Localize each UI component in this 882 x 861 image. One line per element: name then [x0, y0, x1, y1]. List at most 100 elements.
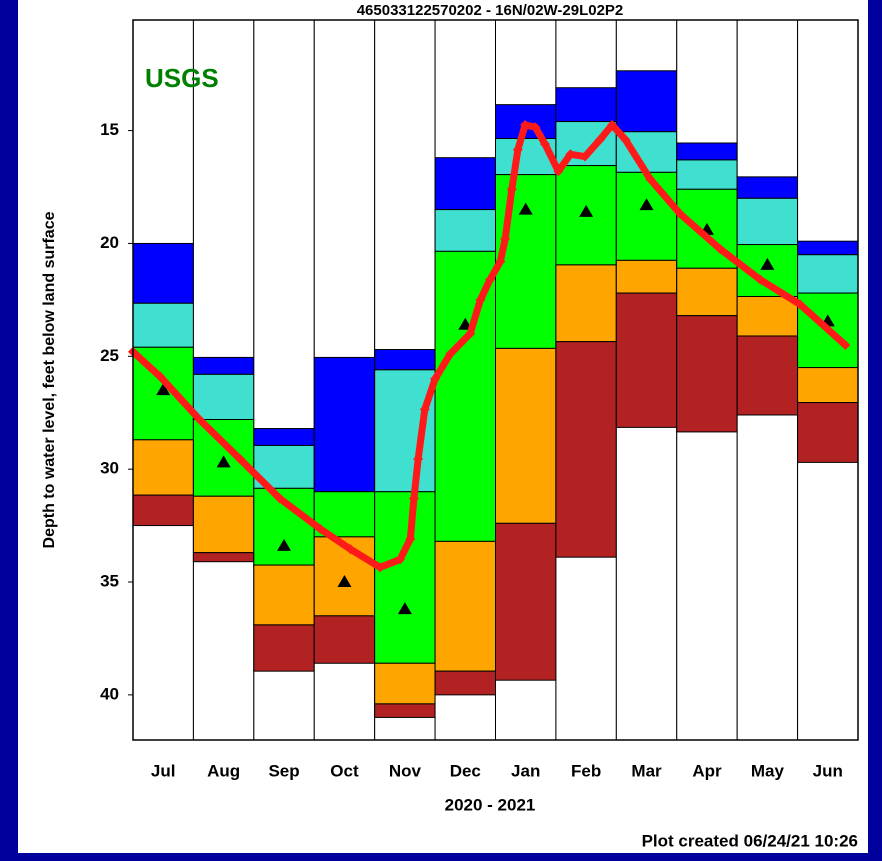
y-tick-label: 40 — [100, 684, 119, 703]
percentile-band — [374, 703, 436, 718]
percentile-band — [736, 176, 799, 199]
water-level-point — [345, 544, 356, 555]
percentile-band — [736, 197, 799, 246]
x-tick-label: Jun — [813, 761, 843, 780]
water-level-point — [579, 151, 590, 162]
percentile-band — [555, 341, 617, 558]
percentile-band — [374, 662, 436, 705]
percentile-band — [192, 552, 255, 563]
percentile-band — [615, 70, 678, 133]
water-level-point — [375, 562, 386, 573]
water-level-point — [530, 122, 541, 133]
median-marker — [579, 204, 594, 217]
x-tick-label: Jan — [511, 761, 540, 780]
percentile-band — [797, 254, 859, 294]
percentile-band — [313, 356, 376, 493]
median-marker — [277, 538, 292, 551]
percentile-band — [797, 402, 859, 463]
median-marker — [518, 202, 533, 215]
water-level-point — [495, 256, 506, 267]
water-level-point — [595, 134, 606, 145]
x-tick-label: Nov — [389, 761, 422, 780]
x-tick-label: Feb — [571, 761, 601, 780]
percentile-band — [434, 157, 497, 211]
water-level-point — [620, 134, 631, 145]
water-level-point — [485, 274, 496, 285]
water-level-point — [512, 144, 523, 155]
percentile-band — [253, 624, 315, 672]
water-level-point — [413, 453, 424, 464]
x-tick-label: Jul — [151, 761, 176, 780]
y-axis-label: Depth to water level, feet below land su… — [41, 211, 58, 548]
water-level-point — [274, 493, 285, 504]
percentile-band — [192, 495, 255, 554]
x-tick-label: Mar — [631, 761, 662, 780]
water-level-point — [607, 119, 618, 130]
median-marker — [639, 198, 654, 211]
percentile-band — [192, 356, 255, 375]
percentile-band — [555, 264, 617, 343]
percentile-band — [736, 295, 799, 337]
percentile-band — [676, 267, 738, 317]
water-level-point — [408, 493, 419, 504]
water-level-point — [475, 294, 486, 305]
percentile-band — [374, 491, 436, 664]
percentile-band — [615, 292, 678, 428]
y-tick-label: 35 — [100, 571, 119, 590]
median-marker — [156, 383, 171, 396]
water-level-point — [500, 233, 511, 244]
y-tick-label: 30 — [100, 459, 119, 478]
water-level-point — [645, 174, 656, 185]
x-tick-label: Oct — [330, 761, 359, 780]
percentile-band — [434, 670, 497, 696]
percentile-band — [253, 428, 315, 446]
percentile-band — [676, 159, 738, 190]
x-axis-label: 2020 - 2021 — [445, 795, 536, 814]
water-level-point — [395, 554, 406, 565]
y-tick-label: 25 — [100, 346, 119, 365]
water-level-point — [755, 274, 766, 285]
chart-title: 465033122570202 - 16N/02W-29L02P2 — [357, 2, 624, 19]
median-marker — [337, 575, 352, 588]
percentile-band — [736, 335, 799, 416]
percentile-band — [132, 302, 194, 348]
water-level-point — [506, 184, 517, 195]
x-tick-label: May — [751, 761, 785, 780]
water-level-point — [155, 371, 166, 382]
y-tick-label: 20 — [100, 233, 119, 252]
percentile-band — [495, 347, 557, 524]
y-tick-label: 15 — [100, 120, 119, 139]
percentile-band — [374, 369, 436, 493]
percentile-band — [555, 87, 617, 123]
water-level-point — [194, 414, 205, 425]
x-tick-label: Dec — [450, 761, 481, 780]
percentile-band — [495, 522, 557, 681]
percentile-band — [797, 240, 859, 256]
median-marker — [760, 257, 775, 270]
water-level-point — [465, 328, 476, 339]
median-marker — [216, 455, 231, 468]
water-level-point — [419, 404, 430, 415]
water-level-point — [430, 373, 441, 384]
percentile-band — [313, 615, 376, 664]
percentile-band — [132, 494, 194, 527]
percentile-band — [253, 564, 315, 626]
x-tick-label: Aug — [207, 761, 240, 780]
percentile-band — [192, 373, 255, 420]
water-level-point — [315, 523, 326, 534]
percentile-band — [615, 171, 678, 261]
percentile-band — [676, 315, 738, 433]
percentile-band — [615, 259, 678, 294]
median-marker — [397, 602, 412, 615]
x-tick-label: Apr — [692, 761, 722, 780]
water-level-point — [553, 166, 564, 177]
water-level-point — [405, 534, 416, 545]
percentile-band — [132, 439, 194, 496]
percentile-band — [374, 349, 436, 371]
water-level-point — [540, 139, 551, 150]
water-level-point — [715, 244, 726, 255]
water-level-point — [445, 349, 456, 360]
percentile-band — [132, 242, 194, 304]
